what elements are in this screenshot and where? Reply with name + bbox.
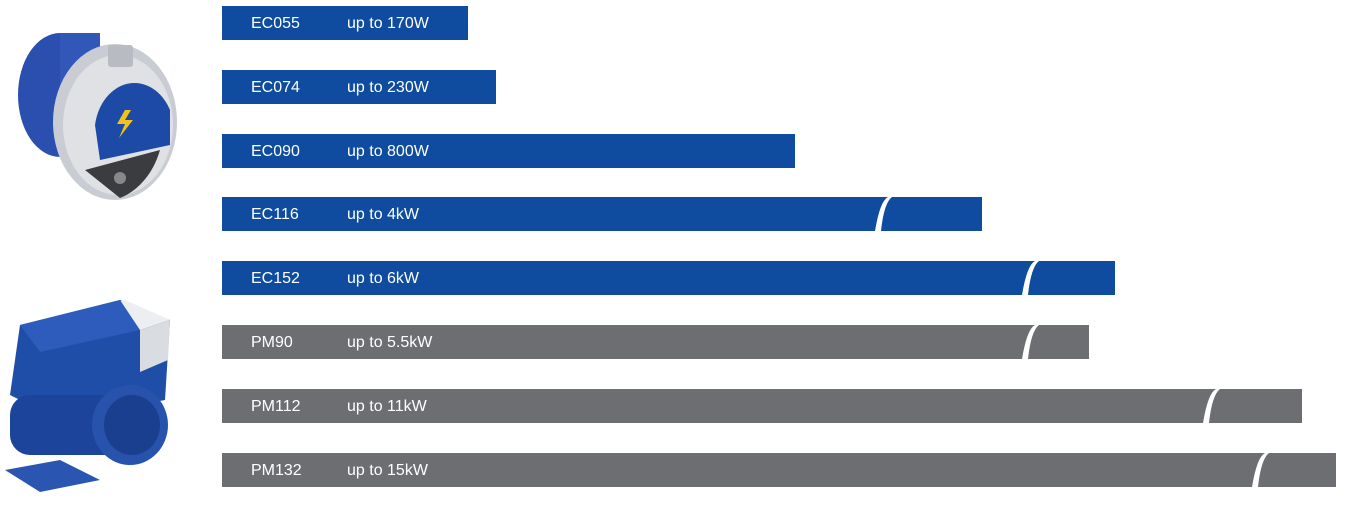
bar-break [875, 197, 892, 231]
power-label: up to 15kW [347, 462, 429, 479]
power-label: up to 4kW [347, 206, 420, 223]
bar-break [1252, 453, 1269, 487]
model-label: EC152 [251, 270, 300, 287]
bar-break [1022, 325, 1039, 359]
bar [222, 70, 496, 104]
model-label: PM90 [251, 334, 293, 351]
model-label: EC055 [251, 15, 300, 32]
bar [222, 6, 468, 40]
bar [222, 389, 1302, 423]
model-label: EC116 [251, 206, 299, 223]
bar [222, 134, 795, 168]
bar [222, 453, 1336, 487]
bar-break [1022, 261, 1039, 295]
pm-motor-image [5, 300, 170, 492]
power-label: up to 800W [347, 143, 430, 160]
power-label: up to 11kW [347, 398, 428, 415]
power-label: up to 230W [347, 79, 430, 96]
bar [222, 325, 1089, 359]
model-label: PM132 [251, 462, 302, 479]
ec-motor-image [18, 33, 177, 200]
model-label: EC074 [251, 79, 300, 96]
power-label: up to 6kW [347, 270, 420, 287]
bar [222, 261, 1115, 295]
power-label: up to 170W [347, 15, 430, 32]
model-label: PM112 [251, 398, 301, 415]
bar [222, 197, 982, 231]
power-label: up to 5.5kW [347, 334, 433, 351]
model-label: EC090 [251, 143, 300, 160]
bar-break [1203, 389, 1220, 423]
